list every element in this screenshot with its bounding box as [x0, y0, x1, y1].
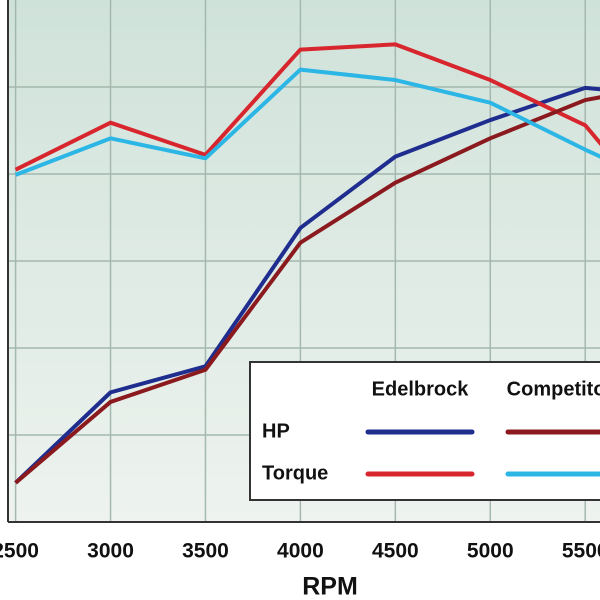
x-tick-label: 5500	[562, 540, 600, 563]
legend-row-label: Torque	[262, 462, 328, 484]
x-axis-label: RPM	[302, 573, 358, 600]
series-line	[14, 67, 600, 177]
series-line	[14, 95, 600, 485]
legend-column-label: Competitor	[507, 378, 600, 400]
legend-row-label: HP	[262, 420, 290, 442]
x-tick-label: 4500	[372, 540, 419, 563]
legend: Edelbrock Competitor HP Torque	[249, 361, 600, 501]
x-tick-label: 3500	[182, 540, 229, 563]
x-tick-label: 3000	[87, 540, 134, 563]
legend-column-label: Edelbrock	[372, 378, 470, 400]
series-line	[14, 42, 600, 172]
x-tick-label: 2500	[0, 540, 39, 563]
series-line	[14, 85, 600, 485]
x-tick-label: 5000	[467, 540, 514, 563]
x-tick-label: 4000	[277, 540, 324, 563]
